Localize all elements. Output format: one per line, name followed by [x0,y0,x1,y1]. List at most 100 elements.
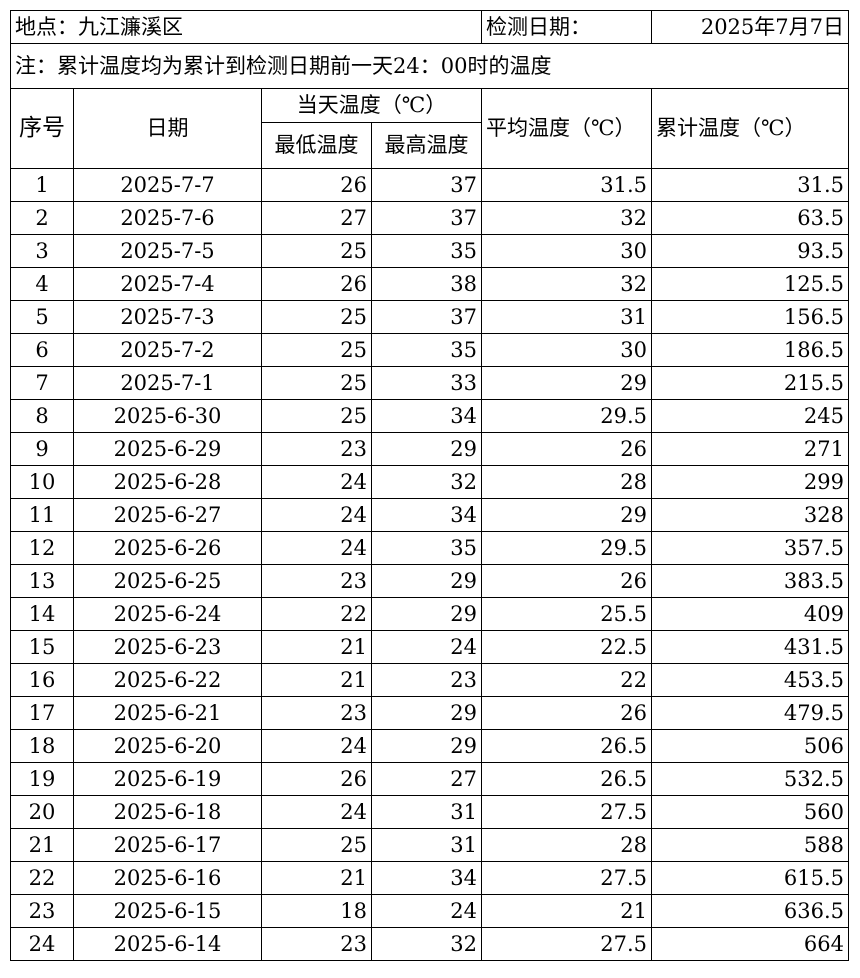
row-index-cell[interactable]: 18 [10,729,74,763]
row-index-cell[interactable]: 11 [10,498,74,532]
row-avg-temp-cell[interactable]: 27.5 [481,861,652,895]
row-min-temp-cell[interactable]: 25 [261,828,372,862]
row-min-temp-cell[interactable]: 25 [261,366,372,400]
row-min-temp-cell[interactable]: 25 [261,399,372,433]
row-index-cell[interactable]: 24 [10,927,74,961]
row-max-temp-cell[interactable]: 35 [371,333,482,367]
row-index-cell[interactable]: 2 [10,201,74,235]
row-index-cell[interactable]: 19 [10,762,74,796]
row-cum-temp-cell[interactable]: 299 [651,465,849,499]
row-max-temp-cell[interactable]: 34 [371,399,482,433]
row-min-temp-cell[interactable]: 26 [261,267,372,301]
row-min-temp-cell[interactable]: 24 [261,498,372,532]
row-date-cell[interactable]: 2025-6-27 [73,498,262,532]
row-cum-temp-cell[interactable]: 215.5 [651,366,849,400]
row-avg-temp-cell[interactable]: 30 [481,234,652,268]
row-min-temp-cell[interactable]: 23 [261,564,372,598]
row-index-cell[interactable]: 16 [10,663,74,697]
row-avg-temp-cell[interactable]: 31 [481,300,652,334]
row-cum-temp-cell[interactable]: 664 [651,927,849,961]
row-avg-temp-cell[interactable]: 26 [481,564,652,598]
row-index-cell[interactable]: 17 [10,696,74,730]
row-max-temp-cell[interactable]: 23 [371,663,482,697]
row-cum-temp-cell[interactable]: 383.5 [651,564,849,598]
row-avg-temp-cell[interactable]: 26 [481,696,652,730]
row-cum-temp-cell[interactable]: 31.5 [651,168,849,202]
col-max-temp-header[interactable]: 最高温度 [371,122,482,169]
row-date-cell[interactable]: 2025-6-29 [73,432,262,466]
location-cell[interactable]: 地点：九江濂溪区 [10,10,482,44]
row-max-temp-cell[interactable]: 29 [371,696,482,730]
row-index-cell[interactable]: 8 [10,399,74,433]
row-avg-temp-cell[interactable]: 29 [481,498,652,532]
row-min-temp-cell[interactable]: 22 [261,597,372,631]
row-index-cell[interactable]: 14 [10,597,74,631]
row-min-temp-cell[interactable]: 27 [261,201,372,235]
row-date-cell[interactable]: 2025-7-2 [73,333,262,367]
row-index-cell[interactable]: 12 [10,531,74,565]
row-cum-temp-cell[interactable]: 479.5 [651,696,849,730]
row-cum-temp-cell[interactable]: 431.5 [651,630,849,664]
row-min-temp-cell[interactable]: 21 [261,861,372,895]
row-min-temp-cell[interactable]: 21 [261,663,372,697]
row-avg-temp-cell[interactable]: 32 [481,201,652,235]
row-max-temp-cell[interactable]: 32 [371,465,482,499]
row-index-cell[interactable]: 3 [10,234,74,268]
row-date-cell[interactable]: 2025-6-17 [73,828,262,862]
row-index-cell[interactable]: 22 [10,861,74,895]
row-max-temp-cell[interactable]: 27 [371,762,482,796]
row-index-cell[interactable]: 1 [10,168,74,202]
col-cum-temp-header[interactable]: 累计温度（℃） [651,88,849,169]
row-index-cell[interactable]: 23 [10,894,74,928]
row-date-cell[interactable]: 2025-7-1 [73,366,262,400]
row-date-cell[interactable]: 2025-7-3 [73,300,262,334]
row-max-temp-cell[interactable]: 35 [371,234,482,268]
row-max-temp-cell[interactable]: 29 [371,432,482,466]
row-min-temp-cell[interactable]: 21 [261,630,372,664]
row-avg-temp-cell[interactable]: 22 [481,663,652,697]
row-date-cell[interactable]: 2025-6-16 [73,861,262,895]
row-date-cell[interactable]: 2025-7-4 [73,267,262,301]
row-index-cell[interactable]: 5 [10,300,74,334]
row-cum-temp-cell[interactable]: 328 [651,498,849,532]
row-cum-temp-cell[interactable]: 63.5 [651,201,849,235]
row-cum-temp-cell[interactable]: 453.5 [651,663,849,697]
row-max-temp-cell[interactable]: 29 [371,729,482,763]
date-value-cell[interactable]: 2025年7月7日 [651,10,849,44]
row-index-cell[interactable]: 7 [10,366,74,400]
row-cum-temp-cell[interactable]: 409 [651,597,849,631]
row-max-temp-cell[interactable]: 37 [371,201,482,235]
col-min-temp-header[interactable]: 最低温度 [261,122,372,169]
row-avg-temp-cell[interactable]: 26.5 [481,729,652,763]
row-max-temp-cell[interactable]: 34 [371,498,482,532]
row-max-temp-cell[interactable]: 33 [371,366,482,400]
row-avg-temp-cell[interactable]: 26 [481,432,652,466]
row-max-temp-cell[interactable]: 38 [371,267,482,301]
row-cum-temp-cell[interactable]: 186.5 [651,333,849,367]
row-avg-temp-cell[interactable]: 21 [481,894,652,928]
row-max-temp-cell[interactable]: 37 [371,168,482,202]
note-cell[interactable]: 注：累计温度均为累计到检测日期前一天24：00时的温度 [10,43,849,89]
row-index-cell[interactable]: 6 [10,333,74,367]
row-cum-temp-cell[interactable]: 636.5 [651,894,849,928]
row-avg-temp-cell[interactable]: 29 [481,366,652,400]
row-date-cell[interactable]: 2025-7-6 [73,201,262,235]
row-cum-temp-cell[interactable]: 357.5 [651,531,849,565]
row-avg-temp-cell[interactable]: 29.5 [481,531,652,565]
col-avg-temp-header[interactable]: 平均温度（℃） [481,88,652,169]
row-min-temp-cell[interactable]: 23 [261,696,372,730]
row-date-cell[interactable]: 2025-6-21 [73,696,262,730]
row-max-temp-cell[interactable]: 37 [371,300,482,334]
row-date-cell[interactable]: 2025-6-25 [73,564,262,598]
row-date-cell[interactable]: 2025-6-19 [73,762,262,796]
row-avg-temp-cell[interactable]: 25.5 [481,597,652,631]
row-date-cell[interactable]: 2025-6-30 [73,399,262,433]
row-index-cell[interactable]: 10 [10,465,74,499]
row-max-temp-cell[interactable]: 29 [371,597,482,631]
row-min-temp-cell[interactable]: 25 [261,300,372,334]
row-min-temp-cell[interactable]: 26 [261,168,372,202]
row-min-temp-cell[interactable]: 24 [261,531,372,565]
row-avg-temp-cell[interactable]: 22.5 [481,630,652,664]
row-cum-temp-cell[interactable]: 125.5 [651,267,849,301]
row-min-temp-cell[interactable]: 18 [261,894,372,928]
